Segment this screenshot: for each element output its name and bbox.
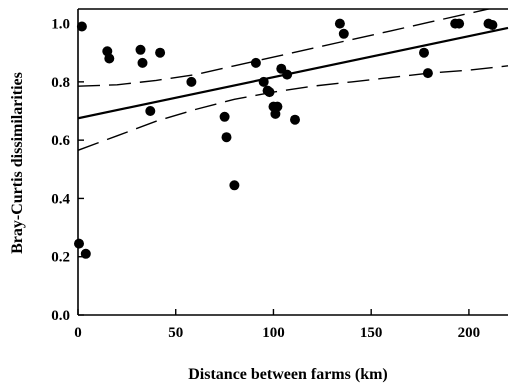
data-point — [338, 28, 349, 39]
y-axis-title: Bray-Curtis dissimilarities — [9, 72, 26, 254]
y-tick-label: 0.0 — [51, 308, 70, 324]
data-point — [186, 76, 197, 87]
data-point — [264, 87, 275, 98]
data-point — [104, 53, 115, 64]
x-tick-label: 150 — [360, 325, 383, 341]
data-point — [282, 69, 293, 80]
data-point — [145, 106, 156, 116]
x-tick-label: 200 — [458, 325, 481, 341]
lower-confidence-band — [78, 65, 509, 151]
axes: 0 50 100 150 200 0.0 0.2 0.4 0.6 0.8 1.0 — [51, 8, 508, 341]
data-point — [229, 180, 240, 191]
data-point — [487, 20, 498, 30]
y-tick-label: 0.4 — [51, 191, 70, 207]
y-tick-label: 0.8 — [51, 75, 70, 91]
data-point — [250, 57, 261, 68]
data-point — [334, 18, 345, 29]
data-point — [80, 248, 91, 259]
data-point — [219, 111, 230, 122]
data-point — [155, 47, 166, 58]
data-point — [74, 238, 84, 249]
x-axis-title: Distance between farms (km) — [188, 366, 388, 383]
data-point — [419, 47, 429, 58]
data-points — [74, 18, 498, 259]
x-tick-label: 100 — [262, 325, 285, 341]
x-tick-label: 50 — [168, 325, 183, 341]
y-tick-label: 0.2 — [51, 250, 70, 266]
data-point — [135, 44, 146, 55]
data-point — [221, 132, 232, 143]
data-point — [272, 101, 283, 112]
data-point — [137, 57, 148, 68]
y-tick-label: 1.0 — [51, 17, 70, 33]
data-point — [76, 21, 87, 32]
x-tick-label: 0 — [74, 325, 82, 341]
regression-lines — [78, 9, 509, 151]
data-point — [258, 76, 269, 87]
regression-line — [78, 26, 509, 120]
data-point — [290, 114, 300, 125]
data-point — [422, 68, 433, 79]
y-tick-label: 0.6 — [51, 133, 70, 149]
upper-confidence-band — [78, 9, 492, 87]
data-point — [454, 18, 465, 29]
